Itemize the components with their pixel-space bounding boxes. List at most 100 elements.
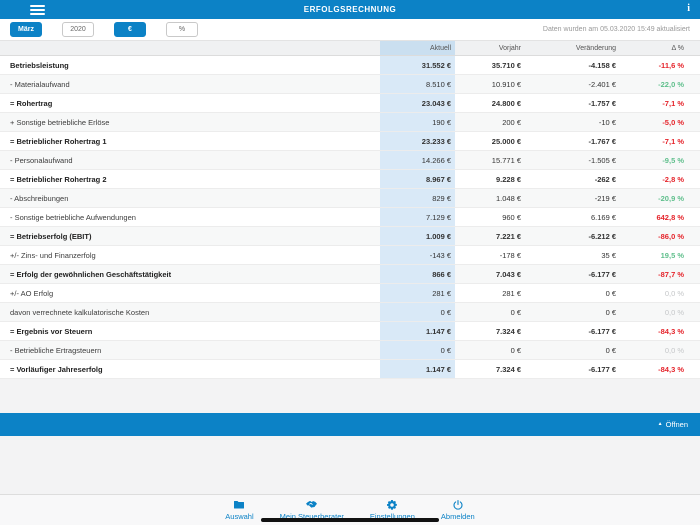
- table-row: = Betrieblicher Rohertrag 1 23.233 € 25.00…: [0, 132, 700, 151]
- chevron-up-icon: ▲: [657, 421, 663, 427]
- veraenderung-value: -6.177 €: [588, 364, 616, 374]
- month-filter-button[interactable]: März: [10, 22, 42, 37]
- filter-buttons: März 2020 €%: [10, 22, 218, 37]
- vorjahr-value: 7.324 €: [495, 364, 521, 374]
- column-header: Vorjahr: [498, 44, 521, 52]
- row-label: - Materialaufwand: [10, 79, 70, 89]
- veraenderung-value: -1.757 €: [588, 98, 616, 108]
- year-filter-button[interactable]: 2020: [62, 22, 94, 37]
- vorjahr-value: 35.710 €: [491, 60, 521, 70]
- vorjahr-value: 960 €: [502, 212, 521, 222]
- table-row: = Erfolg der gewöhnlichen Geschäftstätig…: [0, 265, 700, 284]
- aktuell-value: 31.552 €: [380, 56, 455, 74]
- updated-timestamp: Daten wurden am 05.03.2020 15:49 aktuali…: [542, 26, 690, 33]
- handshake-icon: [305, 499, 318, 511]
- power-icon: [452, 499, 464, 511]
- aktuell-value: -143 €: [380, 246, 455, 264]
- aktuell-value: 8.967 €: [380, 170, 455, 188]
- table-row: +/- AO Erfolg 281 € 281 € 0 € 0,0 %: [0, 284, 700, 303]
- aktuell-value: 1.147 €: [380, 360, 455, 378]
- aktuell-value: 829 €: [380, 189, 455, 207]
- nav-label: Mein Steuerberater: [279, 512, 344, 521]
- open-drawer-label: Öffnen: [665, 420, 688, 429]
- table-row: - Sonstige betriebliche Aufwendungen 7.12…: [0, 208, 700, 227]
- column-header: [0, 41, 380, 55]
- info-icon[interactable]: i: [687, 3, 690, 14]
- delta-percent-value: -2,8 %: [662, 174, 684, 184]
- aktuell-value: 0 €: [380, 303, 455, 321]
- nav-item-mein-steuerberater[interactable]: Mein Steuerberater: [280, 499, 344, 525]
- vorjahr-value: -178 €: [499, 250, 521, 260]
- veraenderung-value: -1.505 €: [588, 155, 616, 165]
- table-row: davon verrechnete kalkulatorische Kosten…: [0, 303, 700, 322]
- veraenderung-value: 0 €: [605, 345, 616, 355]
- veraenderung-value: 0 €: [605, 307, 616, 317]
- app-header: ERFOLGSRECHNUNG i: [0, 0, 700, 19]
- column-header: Aktuell: [380, 41, 455, 55]
- veraenderung-value: 0 €: [605, 288, 616, 298]
- table-row: = Betriebserfolg (EBIT) 1.009 € 7.221 € -6.…: [0, 227, 700, 246]
- vorjahr-value: 281 €: [502, 288, 521, 298]
- vorjahr-value: 25.000 €: [491, 136, 521, 146]
- income-statement-table: Aktuell Vorjahr Veränderung Δ % Betriebslei…: [0, 41, 700, 379]
- aktuell-value: 14.266 €: [380, 151, 455, 169]
- vorjahr-value: 9.228 €: [495, 174, 521, 184]
- nav-item-abmelden[interactable]: Abmelden: [441, 499, 475, 525]
- veraenderung-value: 35 €: [601, 250, 616, 260]
- vorjahr-value: 10.910 €: [491, 79, 521, 89]
- delta-percent-value: -22,0 %: [658, 79, 684, 89]
- delta-percent-value: -86,0 %: [658, 231, 684, 241]
- veraenderung-value: -2.401 €: [588, 79, 616, 89]
- vorjahr-value: 7.324 €: [495, 326, 521, 336]
- delta-percent-value: -84,3 %: [658, 364, 684, 374]
- aktuell-value: 1.009 €: [380, 227, 455, 245]
- row-label: Betriebsleistung: [10, 60, 69, 70]
- table-row: = Vorläufiger Jahreserfolg 1.147 € 7.324 €…: [0, 360, 700, 379]
- row-label: +/- Zins- und Finanzerfolg: [10, 250, 96, 260]
- menu-icon[interactable]: [30, 5, 45, 15]
- aktuell-value: 866 €: [380, 265, 455, 283]
- currency-filter-button[interactable]: €: [114, 22, 146, 37]
- vorjahr-value: 24.800 €: [491, 98, 521, 108]
- delta-percent-value: 642,8 %: [656, 212, 684, 222]
- row-label: = Rohertrag: [10, 98, 53, 108]
- nav-item-einstellungen[interactable]: Einstellungen: [370, 499, 415, 525]
- filter-bar: März 2020 €% Daten wurden am 05.03.2020 15…: [0, 19, 700, 41]
- veraenderung-value: -6.177 €: [588, 269, 616, 279]
- page-title: ERFOLGSRECHNUNG: [303, 5, 397, 14]
- row-label: = Vorläufiger Jahreserfolg: [10, 364, 103, 374]
- delta-percent-value: 0,0 %: [664, 345, 684, 355]
- delta-percent-value: -87,7 %: [658, 269, 684, 279]
- row-label: davon verrechnete kalkulatorische Kosten: [10, 307, 150, 317]
- nav-label: Abmelden: [440, 512, 475, 521]
- home-indicator[interactable]: [261, 518, 439, 522]
- vorjahr-value: 1.048 €: [495, 193, 521, 203]
- column-header: Veränderung: [575, 44, 616, 52]
- row-label: - Betriebliche Ertragsteuern: [10, 345, 102, 355]
- delta-percent-value: -9,5 %: [662, 155, 684, 165]
- table-row: - Materialaufwand 8.510 € 10.910 € -2.401 €…: [0, 75, 700, 94]
- row-label: = Betriebserfolg (EBIT): [10, 231, 92, 241]
- delta-percent-value: -84,3 %: [658, 326, 684, 336]
- vorjahr-value: 0 €: [510, 307, 521, 317]
- nav-item-auswahl[interactable]: Auswahl: [225, 499, 254, 525]
- aktuell-value: 281 €: [380, 284, 455, 302]
- delta-percent-value: 19,5 %: [660, 250, 684, 260]
- open-drawer-button[interactable]: ▲ Öffnen: [0, 413, 700, 436]
- row-label: = Erfolg der gewöhnlichen Geschäftstätig…: [10, 269, 172, 279]
- delta-percent-value: -20,9 %: [658, 193, 684, 203]
- veraenderung-value: 6.169 €: [590, 212, 616, 222]
- aktuell-value: 0 €: [380, 341, 455, 359]
- aktuell-value: 1.147 €: [380, 322, 455, 340]
- table-row: - Personalaufwand 14.266 € 15.771 € -1.505 …: [0, 151, 700, 170]
- percent-filter-button[interactable]: %: [166, 22, 198, 37]
- column-header: Δ %: [671, 44, 684, 52]
- vorjahr-value: 7.221 €: [495, 231, 521, 241]
- aktuell-value: 23.043 €: [380, 94, 455, 112]
- delta-percent-value: -11,6 %: [658, 60, 684, 70]
- delta-percent-value: -7,1 %: [662, 98, 684, 108]
- table-header-row: Aktuell Vorjahr Veränderung Δ %: [0, 41, 700, 56]
- table-row: = Betrieblicher Rohertrag 2 8.967 € 9.228 …: [0, 170, 700, 189]
- aktuell-value: 190 €: [380, 113, 455, 131]
- veraenderung-value: -6.177 €: [588, 326, 616, 336]
